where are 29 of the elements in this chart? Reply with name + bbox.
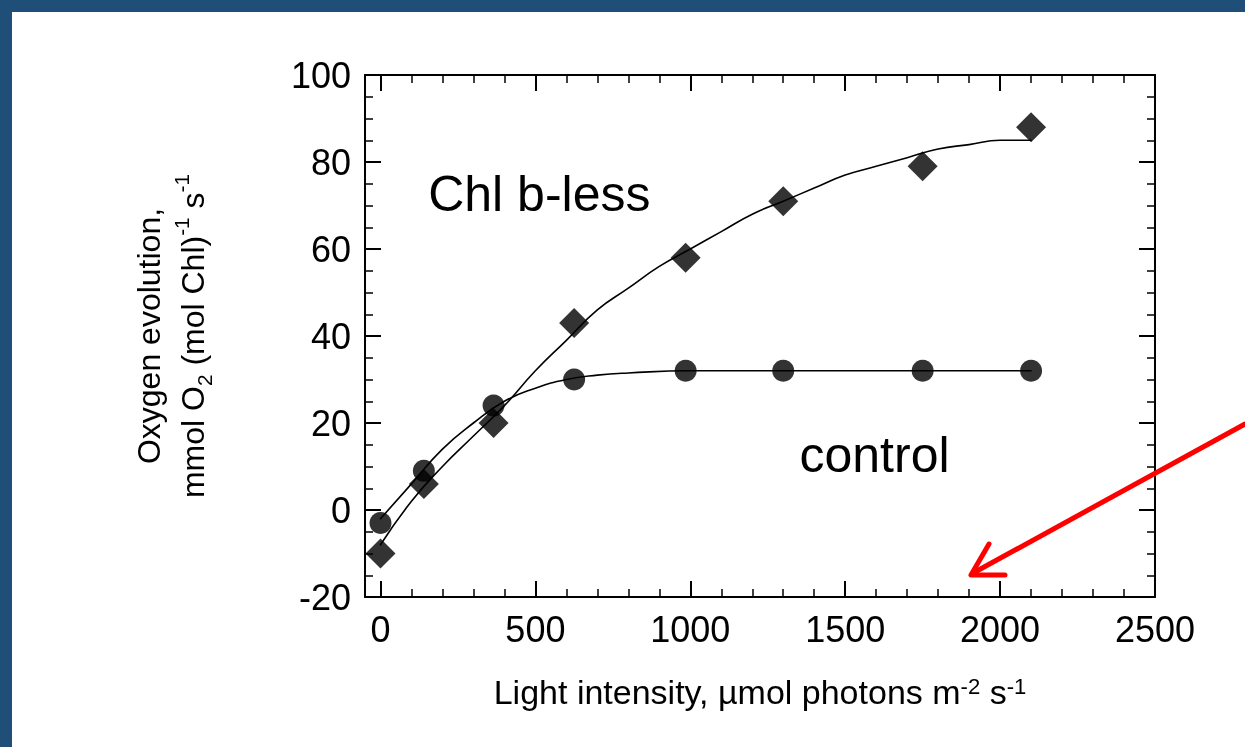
x-tick-label: 2000 [960, 608, 1041, 650]
series-label: control [799, 427, 950, 484]
point [772, 359, 795, 382]
point [563, 368, 586, 391]
y-tick-label: 100 [290, 54, 351, 96]
point [768, 186, 799, 217]
x-tick-label: 1500 [805, 608, 886, 650]
point [911, 359, 934, 382]
y-tick-label: 40 [310, 315, 351, 357]
x-tick-label: 500 [505, 608, 566, 650]
point [1016, 112, 1047, 143]
y-tick-label: 60 [310, 228, 351, 270]
point [369, 512, 392, 535]
point [365, 538, 396, 569]
point [907, 151, 938, 182]
point [412, 459, 435, 482]
point [1020, 359, 1043, 382]
point [670, 242, 701, 273]
point [559, 307, 590, 338]
legend-label: Chl b-less [428, 166, 651, 223]
point [482, 394, 505, 417]
x-tick-label: 0 [370, 608, 391, 650]
x-tick-label: 2500 [1114, 608, 1196, 650]
y-tick-label: 20 [310, 402, 351, 444]
point [674, 359, 697, 382]
x-tick-label: 1000 [650, 608, 731, 650]
y-tick-label: 0 [330, 489, 351, 531]
y-tick-label: -20 [298, 576, 351, 618]
y-tick-label: 80 [310, 141, 351, 183]
